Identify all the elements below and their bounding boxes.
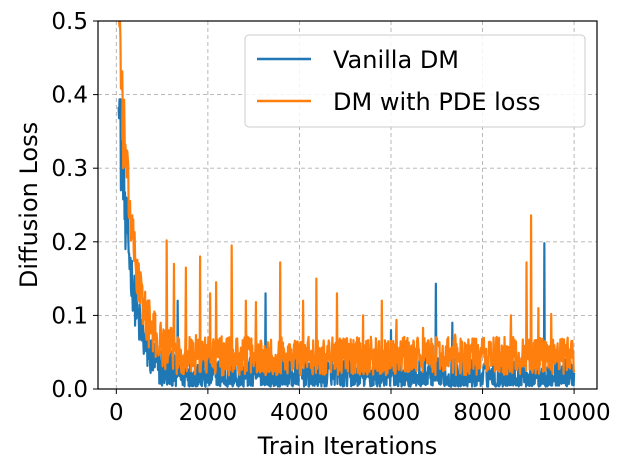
axes-frame [97,20,598,390]
legend-label: Vanilla DM [333,46,459,74]
y-tick-label: 0.2 [51,230,88,256]
x-tick-label: 4000 [270,400,329,426]
x-tick-label: 2000 [179,400,238,426]
ticks: 0 2000 4000 6000 8000 10000 0.0 0.1 0.2 0.3 0.4 0.5 [51,9,610,426]
y-tick-label: 0.5 [51,9,88,35]
x-tick-label: 10000 [538,400,611,426]
legend-label: DM with PDE loss [333,88,540,116]
x-axis-label: Train Iterations [257,432,438,460]
x-tick-label: 8000 [453,400,512,426]
y-tick-label: 0.4 [51,83,88,109]
x-tick-label: 6000 [362,400,421,426]
y-tick-label: 0.0 [51,377,88,403]
y-tick-label: 0.3 [51,156,88,182]
y-axis-label: Diffusion Loss [15,122,43,288]
legend: Vanilla DM DM with PDE loss [244,34,586,128]
series-line-dm-with-pde-loss [118,21,576,377]
x-tick-label: 0 [109,400,124,426]
y-tick-label: 0.1 [51,303,88,329]
plot-area [117,21,576,388]
legend-box [244,34,586,128]
